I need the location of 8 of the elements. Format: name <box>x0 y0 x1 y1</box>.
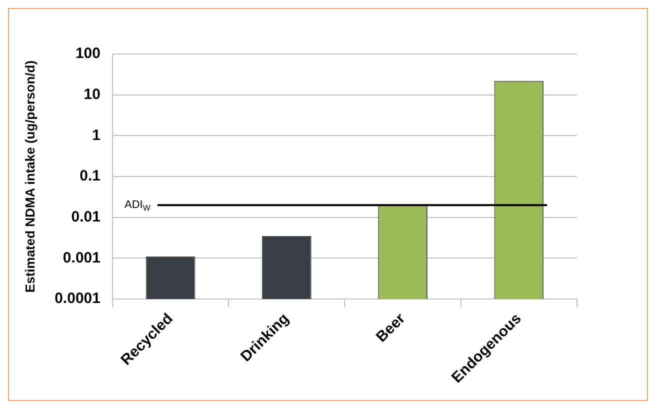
y-tick-label: 10 <box>84 86 100 103</box>
y-axis-title: Estimated NDMA intake (ug/person/d) <box>22 60 38 293</box>
y-tick-label: 0.01 <box>71 208 100 226</box>
y-tick-label: 0.001 <box>62 249 100 266</box>
y-tick-label: 0.0001 <box>54 290 100 308</box>
y-tick-label: 0.1 <box>80 168 100 185</box>
y-tick-label: 1 <box>92 126 100 144</box>
y-tick-label: 100 <box>75 45 100 62</box>
